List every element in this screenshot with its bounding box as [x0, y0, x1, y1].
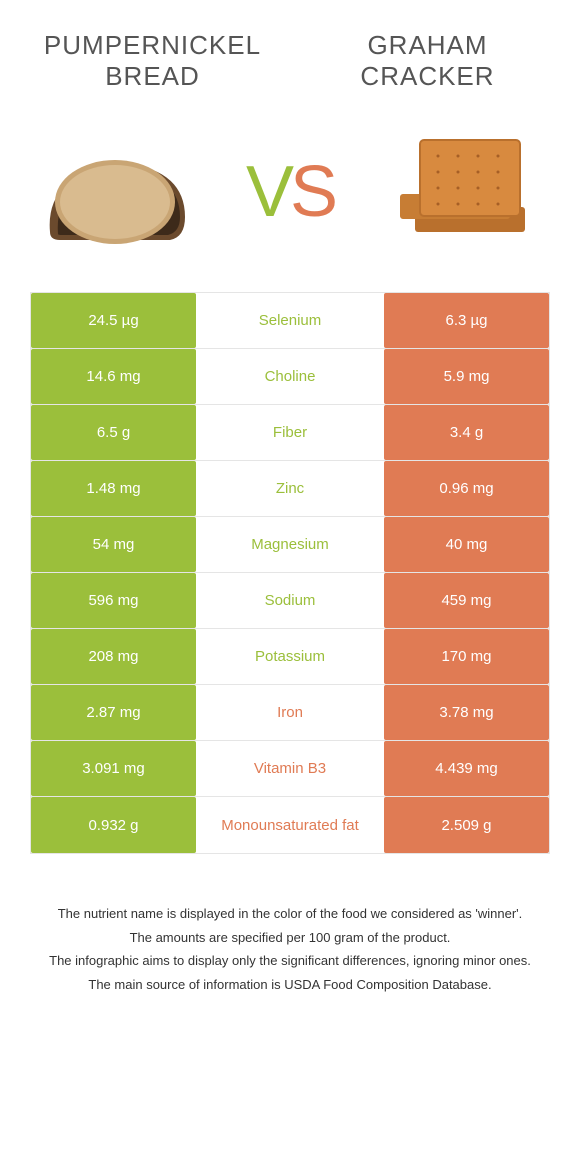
- cracker-icon: [380, 122, 550, 262]
- table-row: 596 mgSodium459 mg: [31, 573, 549, 629]
- left-value: 1.48 mg: [31, 461, 196, 516]
- vs-s: S: [290, 152, 334, 232]
- vs-v: V: [246, 152, 290, 232]
- vs-label: VS: [200, 151, 380, 233]
- table-row: 2.87 mgIron3.78 mg: [31, 685, 549, 741]
- footnote-line: The infographic aims to display only the…: [30, 951, 550, 971]
- left-value: 54 mg: [31, 517, 196, 572]
- nutrient-name: Potassium: [196, 629, 384, 684]
- left-value: 208 mg: [31, 629, 196, 684]
- nutrient-name: Vitamin B3: [196, 741, 384, 796]
- right-food-title: Graham cracker: [315, 30, 540, 92]
- nutrient-name: Zinc: [196, 461, 384, 516]
- right-value: 5.9 mg: [384, 349, 549, 404]
- right-value: 0.96 mg: [384, 461, 549, 516]
- right-value: 40 mg: [384, 517, 549, 572]
- left-value: 0.932 g: [31, 797, 196, 853]
- left-value: 3.091 mg: [31, 741, 196, 796]
- table-row: 6.5 gFiber3.4 g: [31, 405, 549, 461]
- nutrient-name: Monounsaturated fat: [196, 797, 384, 853]
- nutrient-name: Selenium: [196, 293, 384, 348]
- footnote-line: The main source of information is USDA F…: [30, 975, 550, 995]
- table-row: 14.6 mgCholine5.9 mg: [31, 349, 549, 405]
- nutrient-name: Magnesium: [196, 517, 384, 572]
- right-value: 6.3 µg: [384, 293, 549, 348]
- table-row: 24.5 µgSelenium6.3 µg: [31, 293, 549, 349]
- nutrient-name: Fiber: [196, 405, 384, 460]
- right-value: 459 mg: [384, 573, 549, 628]
- right-value: 170 mg: [384, 629, 549, 684]
- nutrient-name: Choline: [196, 349, 384, 404]
- left-value: 596 mg: [31, 573, 196, 628]
- nutrient-name: Iron: [196, 685, 384, 740]
- right-value: 3.4 g: [384, 405, 549, 460]
- table-row: 0.932 gMonounsaturated fat2.509 g: [31, 797, 549, 853]
- table-row: 3.091 mgVitamin B34.439 mg: [31, 741, 549, 797]
- footnotes: The nutrient name is displayed in the co…: [30, 904, 550, 994]
- left-value: 24.5 µg: [31, 293, 196, 348]
- table-row: 208 mgPotassium170 mg: [31, 629, 549, 685]
- right-food-image: [380, 122, 550, 262]
- left-value: 14.6 mg: [31, 349, 196, 404]
- right-value: 4.439 mg: [384, 741, 549, 796]
- footnote-line: The amounts are specified per 100 gram o…: [30, 928, 550, 948]
- nutrient-comparison-table: 24.5 µgSelenium6.3 µg14.6 mgCholine5.9 m…: [30, 292, 550, 854]
- left-food-title: Pumpernickel bread: [40, 30, 265, 92]
- left-value: 2.87 mg: [31, 685, 196, 740]
- right-value: 3.78 mg: [384, 685, 549, 740]
- titles-row: Pumpernickel bread Graham cracker: [0, 0, 580, 102]
- table-row: 54 mgMagnesium40 mg: [31, 517, 549, 573]
- left-value: 6.5 g: [31, 405, 196, 460]
- footnote-line: The nutrient name is displayed in the co…: [30, 904, 550, 924]
- nutrient-name: Sodium: [196, 573, 384, 628]
- images-vs-row: VS: [0, 102, 580, 292]
- right-value: 2.509 g: [384, 797, 549, 853]
- bread-icon: [30, 122, 200, 262]
- table-row: 1.48 mgZinc0.96 mg: [31, 461, 549, 517]
- left-food-image: [30, 122, 200, 262]
